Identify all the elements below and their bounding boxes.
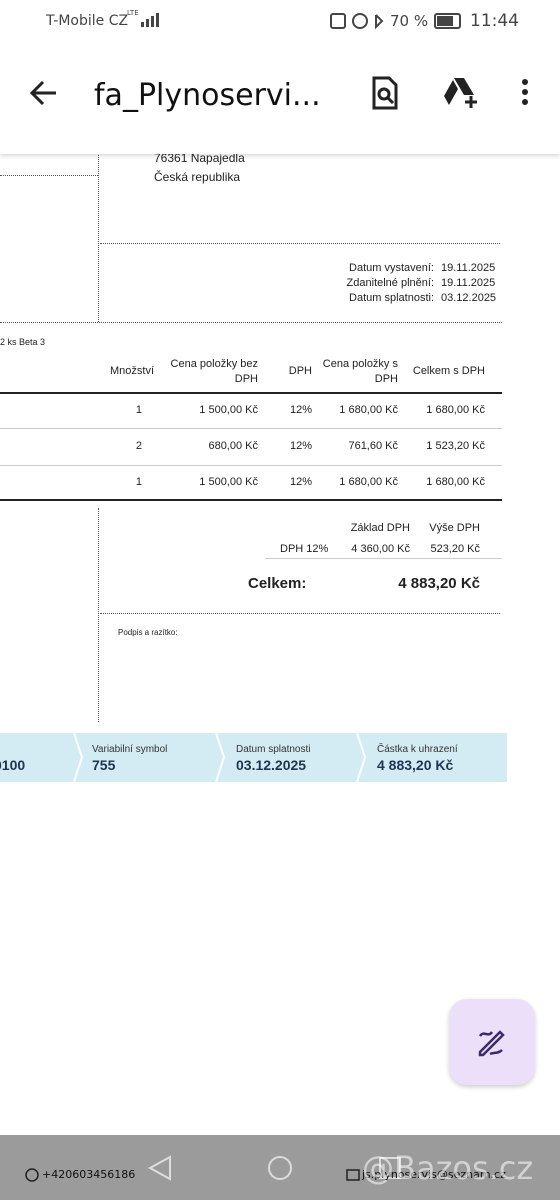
search-doc-button[interactable] [370, 76, 400, 110]
table-cell: 1 500,00 Kč [199, 476, 258, 488]
table-header: Cena položky bez DPH [170, 358, 258, 385]
table-cell: 2 [135, 440, 142, 452]
table-cell: 1 680,00 Kč [426, 404, 485, 416]
table-cell: 12% [289, 476, 312, 488]
network: LTE [127, 9, 139, 17]
app-bar: fa_Plynoservi... [0, 44, 560, 154]
payment-value: 755 [92, 757, 116, 773]
table-cell: 1 680,00 Kč [339, 476, 398, 488]
signature-label: Podpis a razítko: [118, 628, 178, 637]
table-cell: 680,00 Kč [208, 440, 258, 452]
date-value: 19.11.2025 [441, 277, 496, 289]
phone: +420603456186 [42, 1168, 136, 1181]
table-cell: 12% [289, 440, 312, 452]
date-label: Datum vystavení: [349, 262, 434, 274]
table-cell: 1 500,00 Kč [199, 404, 258, 416]
drive-button[interactable] [443, 76, 479, 108]
menu-button[interactable] [520, 78, 530, 108]
email: js.plynoservis@seznam.cz [362, 1168, 506, 1181]
payment-value: 0100 [0, 757, 26, 773]
edit-fab[interactable] [449, 999, 535, 1085]
total-value: 4 883,20 Kč [398, 575, 480, 592]
nav-buttons [25, 1155, 401, 1182]
date-value: 03.12.2025 [441, 292, 497, 304]
vat-cell: 4 360,00 Kč [310, 543, 410, 555]
payment-label: Datum splatnosti [236, 744, 311, 755]
table-header: Cena položky s DPH [322, 358, 398, 385]
vat-amount: 523,20 Kč [430, 543, 480, 555]
payment-label: Částka k uhrazení [377, 744, 458, 755]
vat-amount-header: Výše DPH [429, 522, 480, 534]
vat-header: Základ DPH [310, 522, 410, 534]
vat-rate: DPH 12% [280, 543, 329, 555]
vat-header: Výše DPH [410, 522, 480, 534]
signal-icon [141, 13, 159, 27]
date-label: Zdanitelné plnění: [346, 277, 434, 289]
payment-bar: 0100 Variabilní symbol 755 Datum splatnosti… [0, 733, 507, 782]
file-title: fa_Plynoservi... [94, 78, 321, 113]
payment-value: 4 883,20 Kč [377, 757, 454, 773]
carrier: T-Mobile CZ [46, 13, 129, 29]
vat-cell: 523,20 Kč [410, 543, 480, 555]
address-line: 76361 Napajedla [154, 151, 245, 165]
table-cell: 1 680,00 Kč [426, 476, 485, 488]
table-cell: 1 [135, 476, 142, 488]
watermark: @Bazos.cz [362, 1149, 534, 1187]
nav-bar: +420603456186 js.plynoservis@seznam.cz @… [0, 1135, 560, 1200]
date-label: Datum splatnosti: [349, 292, 434, 304]
payment-separators [73, 733, 367, 782]
table-cell: 1 [135, 404, 142, 416]
total-label: Celkem: [248, 575, 307, 592]
table-cell: 1 680,00 Kč [339, 404, 398, 416]
date-value: 19.11.2025 [441, 262, 496, 274]
table-cell: 12% [289, 404, 312, 416]
back-button[interactable] [28, 78, 60, 108]
address-line: Česká republika [154, 170, 241, 184]
table-header: Množství [110, 365, 155, 377]
table-cell: 1 523,20 Kč [426, 440, 485, 452]
clock: 11:44 [470, 11, 519, 31]
total-cell: 4 883,20 Kč [360, 575, 480, 592]
payment-label: Variabilní symbol [92, 744, 168, 755]
vat-base-header: Základ DPH [350, 522, 410, 534]
table-header: Celkem s DPH [412, 365, 485, 377]
battery-level: 70 % [390, 12, 429, 30]
table-cell: 761,60 Kč [348, 440, 398, 452]
vat-base: 4 360,00 Kč [351, 543, 410, 555]
payment-value: 03.12.2025 [236, 757, 307, 773]
table-header: DPH [288, 365, 312, 377]
battery-icon [434, 13, 461, 29]
status-icons [330, 13, 384, 30]
item-note: 2 ks Beta 3 [0, 337, 46, 347]
edit-icon [478, 1030, 505, 1057]
